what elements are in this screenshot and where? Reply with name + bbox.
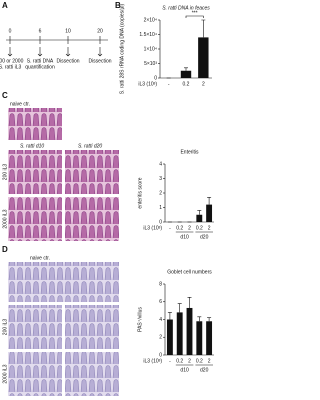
significance-bracket xyxy=(185,15,204,18)
event-label: S. ratti DNA xyxy=(27,58,54,64)
histology-image xyxy=(65,352,119,396)
event-label: S. ratti iL3 xyxy=(0,64,21,70)
arrow xyxy=(7,47,13,57)
error-bar xyxy=(184,67,188,71)
column-label: S. ratti d10 xyxy=(20,143,44,149)
y-axis-label: enteritis score xyxy=(137,177,143,208)
y-tick-label: 1×10⁴ xyxy=(144,46,157,52)
event-label: 200 or 2000 xyxy=(0,58,24,64)
x-tick-label: 2 xyxy=(208,358,211,364)
bar xyxy=(186,307,193,355)
x-tick-label: 0.2 xyxy=(176,225,183,231)
histology-image xyxy=(65,305,119,349)
error-bar xyxy=(207,317,212,322)
panel-letter: C xyxy=(2,91,8,100)
y-tick-label: 2×10⁴ xyxy=(144,17,157,23)
bar xyxy=(176,312,183,355)
chart-title: Enteritis xyxy=(180,149,199,155)
x-tick-label: 0.2 xyxy=(196,225,203,231)
histology-image xyxy=(8,108,62,140)
x-tick-label: 2 xyxy=(188,225,191,231)
y-tick-label: 2 xyxy=(159,335,162,341)
x-axis-label: iL3 (10³) xyxy=(143,225,162,231)
x-tick-label: - xyxy=(168,81,170,87)
error-bar xyxy=(197,210,202,215)
chart-title: Goblet cell numbers xyxy=(167,269,212,275)
bar xyxy=(206,204,213,222)
y-tick-label: 0 xyxy=(159,352,162,358)
y-tick-label: 4 xyxy=(159,317,162,323)
day-label: 0 xyxy=(9,28,12,34)
histology-image xyxy=(8,262,119,302)
histology-image xyxy=(65,150,119,194)
day-label: 10 xyxy=(65,28,71,34)
bar xyxy=(196,214,203,222)
panel-letter: A xyxy=(2,1,8,10)
x-tick-label: 2 xyxy=(188,358,191,364)
x-tick-label: - xyxy=(169,225,171,231)
error-bar xyxy=(207,197,212,205)
bar xyxy=(198,37,209,78)
y-tick-label: 5×10³ xyxy=(144,61,157,67)
x-tick-label: 2 xyxy=(208,225,211,231)
figure: A C naive ctr. S. ratti d10 S. ratti d20… xyxy=(0,1,214,396)
y-axis-label: S. ratti 28S rRNA coding DNA (copies/µl) xyxy=(119,3,125,94)
bar xyxy=(206,321,213,355)
x-axis-label: iL3 (10³) xyxy=(143,358,162,364)
panel-letter: B xyxy=(115,1,121,10)
x-axis-label: iL3 (10³) xyxy=(138,81,157,87)
group-label: d20 xyxy=(200,234,209,240)
histology-image xyxy=(8,150,62,194)
day-label: 6 xyxy=(39,28,42,34)
group-label: d20 xyxy=(200,367,209,373)
event-label: Dissection xyxy=(88,58,111,64)
arrow xyxy=(97,47,103,57)
panel-letter: D xyxy=(2,245,8,254)
histology-image xyxy=(65,197,119,241)
event-label: Dissection xyxy=(56,58,79,64)
x-tick-label: 2 xyxy=(202,81,205,87)
arrow xyxy=(37,47,43,57)
histology-image xyxy=(8,305,62,349)
error-bar xyxy=(177,303,182,313)
significance: *** xyxy=(192,10,198,16)
column-label: S. ratti d20 xyxy=(78,143,102,149)
y-tick-label: 4 xyxy=(159,161,162,167)
image-label: naive ctr. xyxy=(30,255,50,261)
row-label: 200 iL3 xyxy=(2,164,8,181)
day-label: 20 xyxy=(97,28,103,34)
bar xyxy=(180,70,192,78)
y-tick-label: 6 xyxy=(159,299,162,305)
y-tick-label: 1.5×10⁴ xyxy=(139,32,157,38)
x-tick-label: 0.2 xyxy=(183,81,190,87)
bar xyxy=(196,321,203,355)
y-tick-label: 8 xyxy=(159,281,162,287)
x-tick-label: 0.2 xyxy=(196,358,203,364)
y-tick-label: 0 xyxy=(154,75,157,81)
y-tick-label: 2 xyxy=(159,190,162,196)
group-label: d10 xyxy=(180,367,189,373)
arrow xyxy=(65,47,71,57)
y-tick-label: 0 xyxy=(159,219,162,225)
x-tick-label: - xyxy=(169,358,171,364)
y-tick-label: 3 xyxy=(159,176,162,182)
histology-image xyxy=(8,352,62,396)
event-label: quantification xyxy=(25,64,55,70)
error-bar xyxy=(197,316,202,322)
error-bar xyxy=(167,312,172,320)
group-label: d10 xyxy=(180,234,189,240)
chart-title: S. ratti DNA in feaces xyxy=(162,5,210,11)
y-tick-label: 1 xyxy=(159,205,162,211)
row-label: 2000 iL3 xyxy=(2,364,8,383)
row-label: 200 iL3 xyxy=(2,319,8,336)
bar xyxy=(166,319,173,355)
row-label: 2000 iL3 xyxy=(2,209,8,228)
histology-image xyxy=(8,197,62,241)
error-bar xyxy=(201,19,206,38)
error-bar xyxy=(187,297,192,308)
y-axis-label: PAS⁺/villus xyxy=(137,307,143,332)
column-label: naive ctr. xyxy=(10,101,30,107)
x-tick-label: 0.2 xyxy=(176,358,183,364)
